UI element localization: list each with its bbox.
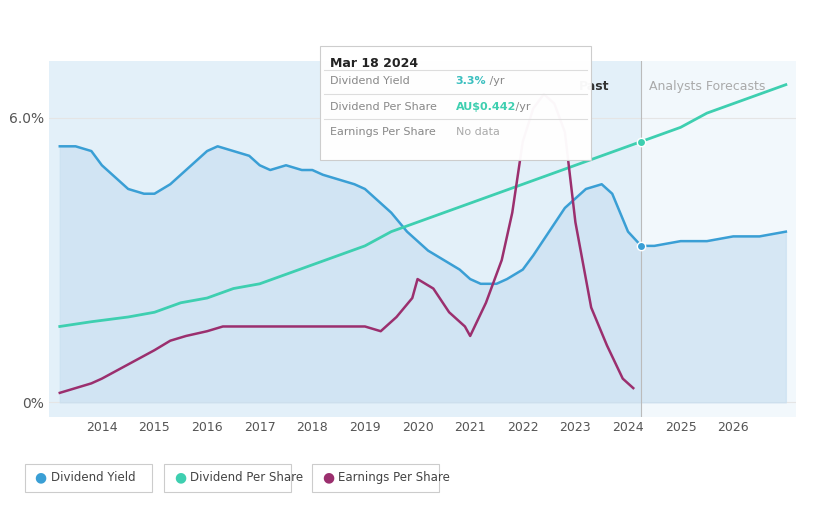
Text: AU$0.442: AU$0.442 [456,102,516,112]
Text: Earnings Per Share: Earnings Per Share [338,471,450,484]
Text: ●: ● [322,471,334,485]
Text: ●: ● [34,471,47,485]
Text: Earnings Per Share: Earnings Per Share [330,127,436,137]
Bar [641,61,796,417]
Bar [49,61,641,417]
Text: /yr: /yr [486,76,505,86]
Text: Analysts Forecasts: Analysts Forecasts [649,80,765,93]
Text: No data: No data [456,127,499,137]
Text: Past: Past [579,80,609,93]
Text: 3.3%: 3.3% [456,76,486,86]
Text: /yr: /yr [512,102,531,112]
Text: Dividend Yield: Dividend Yield [51,471,135,484]
Text: Dividend Per Share: Dividend Per Share [190,471,304,484]
Text: Dividend Per Share: Dividend Per Share [330,102,437,112]
Text: Mar 18 2024: Mar 18 2024 [330,57,418,70]
Text: ●: ● [174,471,186,485]
Text: Dividend Yield: Dividend Yield [330,76,410,86]
